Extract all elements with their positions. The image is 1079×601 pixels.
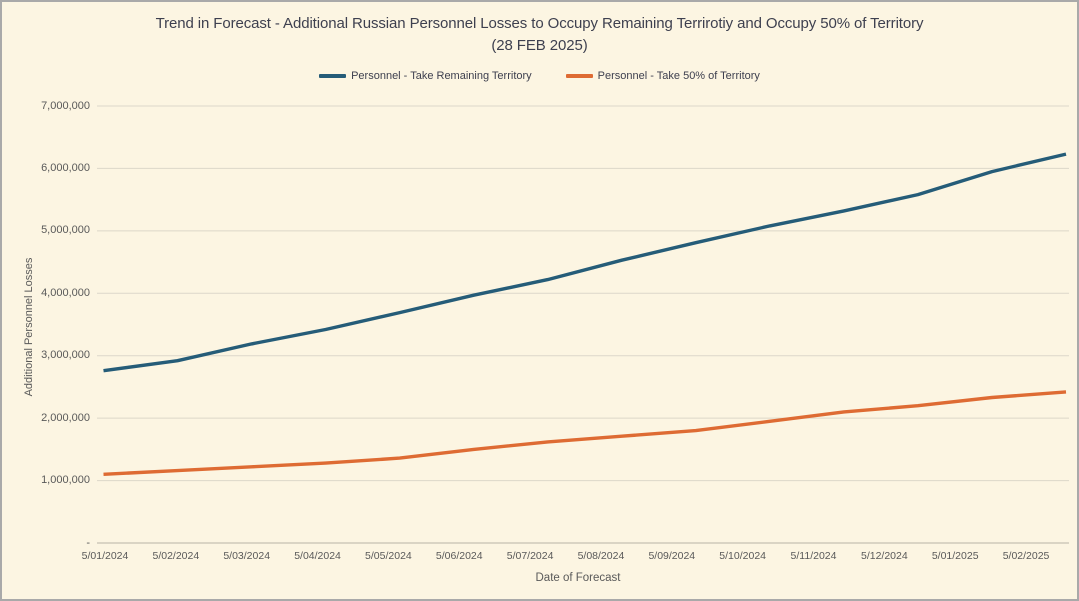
legend-item-take-remaining-territory: Personnel - Take Remaining Territory [319, 70, 532, 82]
x-tick-label: 5/02/2024 [152, 550, 200, 562]
chart-title: Trend in Forecast - Additional Russian P… [155, 15, 924, 32]
x-tick-label: 5/08/2024 [577, 550, 625, 562]
y-tick-label: 2,000,000 [41, 411, 90, 424]
y-tick-label: 4,000,000 [41, 286, 90, 299]
y-tick-label: - [86, 536, 90, 549]
series-line-take-remaining-territory [103, 152, 1067, 373]
y-tick-label: 5,000,000 [41, 224, 90, 237]
x-tick-label: 5/05/2024 [365, 550, 412, 562]
x-tick-label: 5/10/2024 [719, 550, 766, 562]
series-line-take-50-percent-territory [103, 390, 1067, 476]
chart-subtitle: (28 FEB 2025) [491, 37, 588, 54]
x-tick-label: 5/09/2024 [648, 550, 696, 562]
x-tick-label: 5/06/2024 [435, 550, 483, 562]
x-axis-title: Date of Forecast [535, 572, 621, 584]
legend-line-marker-orange [565, 74, 593, 78]
y-tick-label: 6,000,000 [41, 161, 90, 174]
x-tick-label: 5/02/2025 [1002, 550, 1050, 562]
legend-label: Personnel - Take 50% of Territory [597, 70, 760, 82]
y-tick-label: 3,000,000 [41, 349, 90, 362]
legend-item-take-50-percent-territory: Personnel - Take 50% of Territory [565, 70, 760, 82]
chart-legend: Personnel - Take Remaining Territory Per… [2, 70, 1077, 82]
x-tick-label: 5/04/2024 [294, 550, 341, 562]
x-tick-label: 5/07/2024 [506, 550, 554, 562]
x-tick-label: 5/01/2024 [81, 550, 129, 562]
x-tick-label: 5/03/2024 [223, 550, 271, 562]
x-tick-label: 5/12/2024 [860, 550, 908, 562]
y-tick-label: 1,000,000 [41, 474, 90, 487]
x-tick-label: 5/01/2025 [931, 550, 979, 562]
x-tick-label: 5/11/2024 [790, 550, 837, 562]
legend-line-marker-blue [319, 74, 347, 78]
y-tick-label: 7,000,000 [41, 99, 90, 112]
legend-label: Personnel - Take Remaining Territory [351, 70, 532, 82]
